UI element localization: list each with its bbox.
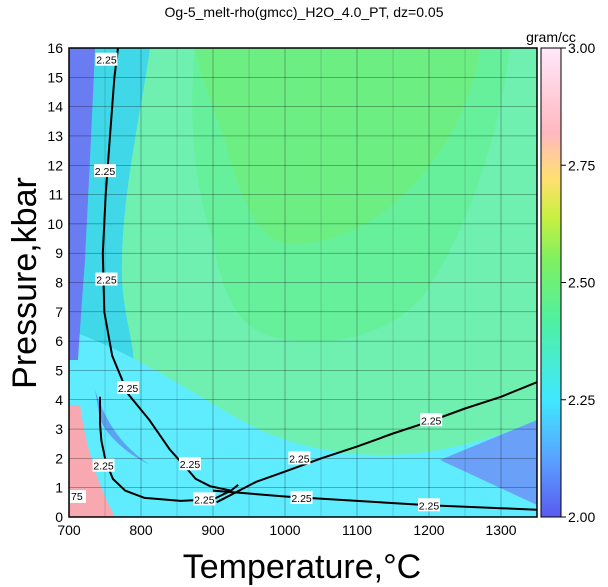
x-tick-label-1: 800: [129, 522, 153, 538]
colorbar-label: gram/cc: [526, 29, 576, 45]
y-tick-label-0: 0: [55, 509, 63, 525]
x-tick-label-2: 900: [201, 522, 225, 538]
contour-label-5: 2.25: [92, 458, 115, 473]
contour-label-text-0: 2.25: [96, 55, 117, 67]
contour-label-bg-5: [92, 458, 115, 472]
y-tick-label-14: 14: [47, 99, 63, 115]
y-tick-label-8: 8: [55, 275, 63, 291]
low-temp-contour-label: 75: [71, 491, 83, 503]
colorbar-tick-label-4: 3.00: [568, 40, 595, 56]
contour-label-4: 2.25: [178, 457, 201, 471]
contour-label-bg-2: [95, 272, 118, 286]
contour-label-text-8: 2.25: [421, 415, 442, 427]
colorbar-tick-label-0: 2.00: [568, 509, 595, 525]
contour-label-10: 2.25: [418, 498, 440, 512]
contour-lines: [99, 48, 537, 511]
contour-label-0: 2.25: [95, 52, 118, 67]
region-green-mid: [192, 48, 510, 342]
chart-title: Og-5_melt-rho(gmcc)_H2O_4.0_PT, dz=0.05: [165, 4, 444, 20]
y-tick-label-4: 4: [55, 392, 63, 408]
contour-label-text-4: 2.25: [180, 459, 201, 471]
contour-label-bg-10: [418, 498, 440, 512]
region-blue-left: [69, 48, 95, 360]
contour-label-text-2: 2.25: [96, 275, 117, 287]
x-tick-label-3: 1000: [269, 522, 300, 538]
y-tick-label-10: 10: [47, 216, 63, 232]
region-blue-lowT: [95, 390, 150, 465]
contour-label-bg-1: [94, 164, 116, 178]
region-blue-wedge: [440, 420, 537, 505]
region-cyan-low: [69, 330, 537, 517]
x-tick-label-5: 1200: [413, 522, 444, 538]
x-axis-label: Temperature,°C: [183, 548, 421, 586]
contour-label-bg-4: [178, 457, 201, 471]
y-tick-label-11: 11: [48, 187, 63, 203]
contour-label-9: 2.25: [290, 490, 313, 505]
y-tick-label-16: 16: [47, 40, 63, 56]
contour-line-3: [216, 381, 537, 504]
contour-label-1: 2.25: [94, 164, 116, 178]
x-tick-label-4: 1100: [342, 522, 372, 538]
colorbar-tick-label-2: 2.50: [568, 275, 595, 291]
contour-labels: 2.25 2.25 2.25 2.25 2.25 2.25 2.25 2.25 2.25 2.25…: [92, 52, 443, 512]
contour-label-text-10: 2.25: [419, 500, 440, 512]
contour-label-6: 2.25: [193, 492, 216, 506]
y-tick-label-15: 15: [47, 69, 63, 85]
plot-frame: [68, 47, 538, 518]
y-tick-label-7: 7: [55, 304, 63, 320]
contour-label-text-1: 2.25: [95, 166, 116, 178]
contour-label-text-7: 2.25: [289, 453, 310, 465]
x-tick-label-0: 700: [57, 522, 81, 538]
colorbar-ticks: 2.00 2.25 2.50 2.75 3.00: [561, 40, 595, 525]
x-axis-ticks: 700 800 900 1000 1100 1200 1300: [57, 522, 516, 538]
contour-label-3: 2.25: [117, 381, 140, 395]
contour-label-bg-7: [288, 451, 311, 465]
region-stripes: [69, 405, 115, 517]
contour-label-bg-9: [290, 490, 313, 504]
contour-label-text-3: 2.25: [118, 383, 139, 395]
grid-lines: [69, 48, 537, 517]
x-tick-label-6: 1300: [485, 522, 516, 538]
contour-label-bg-8: [420, 413, 443, 427]
colorbar-tick-label-3: 2.75: [568, 157, 595, 173]
contour-line-2: [212, 489, 537, 511]
y-tick-label-3: 3: [55, 421, 63, 437]
y-tick-label-9: 9: [55, 245, 63, 261]
contour-label-2: 2.25: [95, 272, 118, 287]
contour-label-bg-3: [117, 381, 140, 395]
colorbar-gradient: [540, 47, 562, 518]
colorbar-tick-label-1: 2.25: [568, 392, 595, 408]
y-tick-label-2: 2: [55, 450, 63, 466]
contour-line-0: [101, 48, 232, 492]
colorbar: gram/cc 2.00 2.25 2.50 2.75 3.00: [526, 29, 595, 525]
contour-line-1: [99, 396, 239, 502]
y-axis-label: Pressure,kbar: [6, 177, 44, 389]
contour-label-text-9: 2.25: [291, 493, 312, 505]
y-tick-label-1: 1: [55, 480, 63, 496]
contour-label-text-5: 2.25: [93, 461, 114, 473]
y-tick-label-5: 5: [55, 362, 63, 378]
contour-label-7: 2.25: [288, 451, 311, 465]
low-temp-label-group: 75: [70, 490, 86, 503]
contour-label-bg-6: [193, 492, 216, 506]
contour-label-text-6: 2.25: [194, 494, 215, 506]
y-tick-label-12: 12: [47, 157, 63, 173]
y-tick-label-13: 13: [47, 128, 63, 144]
contour-label-8: 2.25: [420, 413, 443, 427]
contour-label-bg-0: [95, 52, 118, 66]
y-tick-label-6: 6: [55, 333, 63, 349]
